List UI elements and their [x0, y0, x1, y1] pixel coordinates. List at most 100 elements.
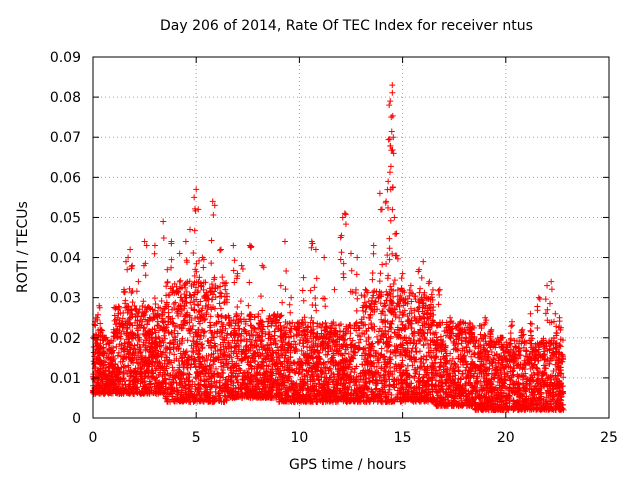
data-point: [195, 309, 202, 316]
data-point: [172, 299, 179, 306]
data-point: [123, 354, 130, 361]
data-point: [155, 334, 162, 341]
data-point: [154, 322, 161, 329]
data-point: [154, 314, 161, 321]
data-point: [314, 320, 321, 327]
data-point: [133, 325, 140, 332]
data-point: [165, 358, 172, 365]
data-point: [105, 370, 112, 377]
data-point: [96, 349, 103, 356]
data-point: [112, 389, 119, 396]
data-point: [146, 354, 153, 361]
data-point: [124, 371, 131, 378]
data-point: [111, 380, 118, 387]
data-point: [148, 339, 155, 346]
data-point: [137, 369, 144, 376]
data-point: [211, 343, 218, 350]
data-point: [157, 348, 164, 355]
data-point: [112, 381, 119, 388]
data-point: [110, 347, 117, 354]
data-point: [138, 352, 145, 359]
data-point: [149, 367, 156, 374]
data-point: [155, 371, 162, 378]
data-point: [96, 390, 103, 397]
data-point: [131, 302, 138, 309]
data-point: [383, 347, 390, 354]
data-point: [139, 302, 146, 309]
data-point: [170, 367, 177, 374]
data-point: [322, 319, 329, 326]
data-point: [218, 329, 225, 336]
data-point: [125, 362, 132, 369]
data-point: [222, 325, 229, 332]
data-point: [100, 387, 107, 394]
data-point: [432, 329, 439, 336]
data-point: [111, 317, 118, 324]
data-point: [147, 331, 154, 338]
data-point: [145, 340, 152, 347]
data-point: [218, 369, 225, 376]
data-point: [90, 349, 97, 356]
data-point: [151, 383, 158, 390]
data-point: [322, 351, 329, 358]
data-point: [151, 362, 158, 369]
data-point: [238, 310, 245, 317]
data-point: [133, 356, 140, 363]
data-point: [117, 376, 124, 383]
data-point: [217, 305, 224, 312]
data-point: [126, 390, 133, 397]
data-point: [132, 365, 139, 372]
data-point: [115, 349, 122, 356]
data-point: [113, 343, 120, 350]
data-point: [192, 357, 199, 364]
data-point: [127, 373, 134, 380]
data-point: [154, 343, 161, 350]
data-point: [121, 348, 128, 355]
data-point: [114, 352, 121, 359]
data-point: [247, 362, 254, 369]
data-point: [296, 340, 303, 347]
data-point: [128, 342, 135, 349]
data-point: [420, 342, 427, 349]
data-point: [141, 389, 148, 396]
data-point: [153, 365, 160, 372]
data-point: [163, 283, 170, 290]
data-point: [133, 373, 140, 380]
data-point: [129, 352, 136, 359]
data-point: [134, 359, 141, 366]
data-point: [130, 374, 137, 381]
data-point: [150, 370, 157, 377]
data-point: [149, 337, 156, 344]
data-point: [142, 346, 149, 353]
data-point: [158, 339, 165, 346]
data-point: [111, 355, 118, 362]
data-point: [130, 331, 137, 338]
data-point: [158, 324, 165, 331]
data-point: [413, 348, 420, 355]
data-point: [455, 341, 462, 348]
data-point: [157, 367, 164, 374]
data-point: [106, 339, 113, 346]
data-point: [212, 388, 219, 395]
data-point: [146, 388, 153, 395]
data-point: [144, 387, 151, 394]
data-point: [108, 375, 115, 382]
data-point: [100, 361, 107, 368]
data-point: [132, 349, 139, 356]
data-point: [158, 351, 165, 358]
data-point: [112, 305, 119, 312]
data-point: [116, 368, 123, 375]
data-point: [200, 279, 207, 286]
data-point: [403, 334, 410, 341]
data-point: [387, 364, 394, 371]
data-point: [412, 370, 419, 377]
data-point: [156, 339, 163, 346]
data-point: [155, 390, 162, 397]
data-point: [90, 358, 97, 365]
data-point: [156, 358, 163, 365]
data-point: [429, 286, 436, 293]
data-point: [111, 304, 118, 311]
data-point: [134, 341, 141, 348]
data-point: [149, 306, 156, 313]
